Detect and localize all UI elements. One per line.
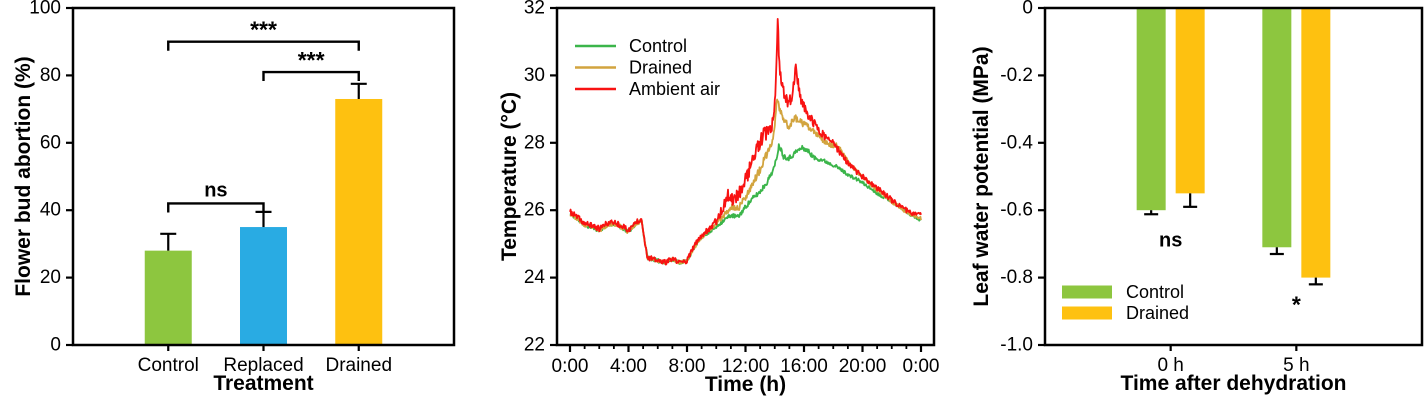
x-tick-label: 20:00 [839, 356, 887, 377]
bar-drained [335, 98, 383, 346]
y-tick-label: 0 [50, 335, 61, 356]
x-tick-label: 16:00 [780, 356, 828, 377]
legend-label: Control [629, 36, 687, 56]
y-tick-label: 32 [524, 0, 545, 19]
significance-label: * [1292, 292, 1301, 318]
significance-bracket [262, 70, 360, 82]
y-tick-label: 20 [40, 267, 61, 288]
y-axis-title: Temperature (°C) [498, 92, 521, 261]
series-line-control [569, 143, 922, 265]
bar-0h-drained [1175, 8, 1205, 194]
x-tick-label: 12:00 [722, 356, 770, 377]
y-tick-label: 0 [1022, 0, 1033, 19]
significance-bracket [167, 202, 265, 213]
y-tick-label: -0.4 [1000, 132, 1033, 153]
x-category-label: Control [138, 355, 199, 376]
legend-swatch-control [1062, 285, 1112, 299]
y-axis-title: Leaf water potential (MPa) [970, 46, 993, 306]
x-tick-label: 0:00 [552, 356, 589, 377]
bar-replaced [240, 227, 287, 345]
y-tick-label: 22 [524, 335, 545, 356]
plot-box [71, 6, 456, 347]
y-tick-label: -0.6 [1000, 200, 1033, 221]
y-axis-title: Flower bud abortion (%) [12, 56, 35, 296]
y-tick-label: 24 [524, 267, 546, 288]
y-tick-label: 30 [524, 65, 545, 86]
legend-swatch-drained [1062, 306, 1112, 320]
y-tick-label: 28 [524, 132, 545, 153]
x-tick-label: 0:00 [903, 356, 940, 377]
x-tick-label: 4:00 [610, 356, 647, 377]
y-tick-label: -0.8 [1000, 267, 1033, 288]
bar-5h-drained [1301, 8, 1331, 278]
series-line-ambient-air [569, 17, 922, 266]
legend-label: Ambient air [629, 79, 720, 99]
y-tick-label: 60 [40, 132, 61, 153]
x-category-label: 0 h [1157, 355, 1183, 376]
y-tick-label: -1.0 [1000, 335, 1033, 356]
y-tick-label: 100 [29, 0, 61, 19]
x-category-label: Replaced [223, 355, 303, 376]
x-axis-title: Treatment [213, 372, 313, 395]
x-axis-title: Time (h) [705, 373, 786, 396]
plot-box [1043, 6, 1424, 347]
significance-label: *** [298, 47, 325, 73]
legend-label: Control [1126, 282, 1184, 302]
x-category-label: 5 h [1283, 355, 1309, 376]
y-tick-label: 40 [40, 200, 61, 221]
y-tick-label: 26 [524, 200, 545, 221]
significance-label: *** [250, 17, 277, 43]
significance-label: ns [204, 179, 227, 201]
legend-label: Drained [629, 58, 692, 78]
bar-control [144, 250, 192, 345]
significance-label: ns [1159, 230, 1182, 252]
plot-box [555, 6, 936, 347]
x-axis-title: Time after dehydration [1121, 372, 1347, 395]
bar-5h-control [1262, 8, 1292, 248]
y-tick-label: -0.2 [1000, 65, 1033, 86]
bar-0h-control [1136, 8, 1166, 211]
legend-label: Drained [1126, 303, 1189, 323]
x-tick-label: 8:00 [669, 356, 706, 377]
x-category-label: Drained [325, 355, 392, 376]
significance-bracket [167, 40, 360, 51]
y-tick-label: 80 [40, 65, 61, 86]
